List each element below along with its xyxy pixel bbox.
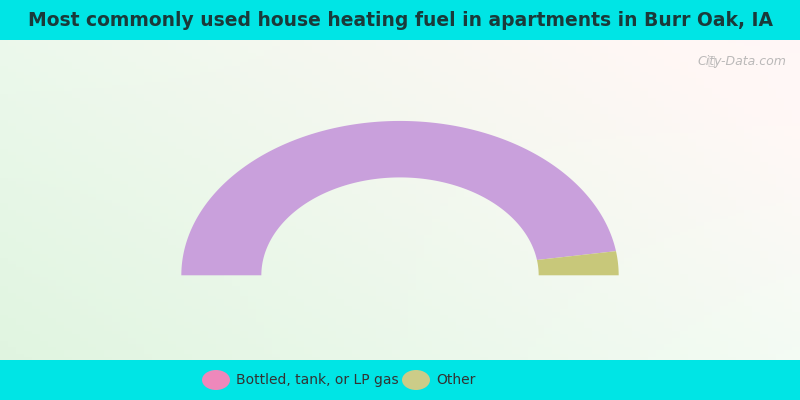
Text: ⦾: ⦾ — [707, 55, 714, 68]
Text: City-Data.com: City-Data.com — [698, 55, 786, 68]
Text: Most commonly used house heating fuel in apartments in Burr Oak, IA: Most commonly used house heating fuel in… — [27, 10, 773, 30]
Ellipse shape — [402, 370, 430, 390]
Ellipse shape — [202, 370, 230, 390]
Text: Bottled, tank, or LP gas: Bottled, tank, or LP gas — [236, 373, 398, 387]
Polygon shape — [182, 121, 616, 275]
Polygon shape — [537, 251, 618, 275]
Text: Other: Other — [436, 373, 475, 387]
